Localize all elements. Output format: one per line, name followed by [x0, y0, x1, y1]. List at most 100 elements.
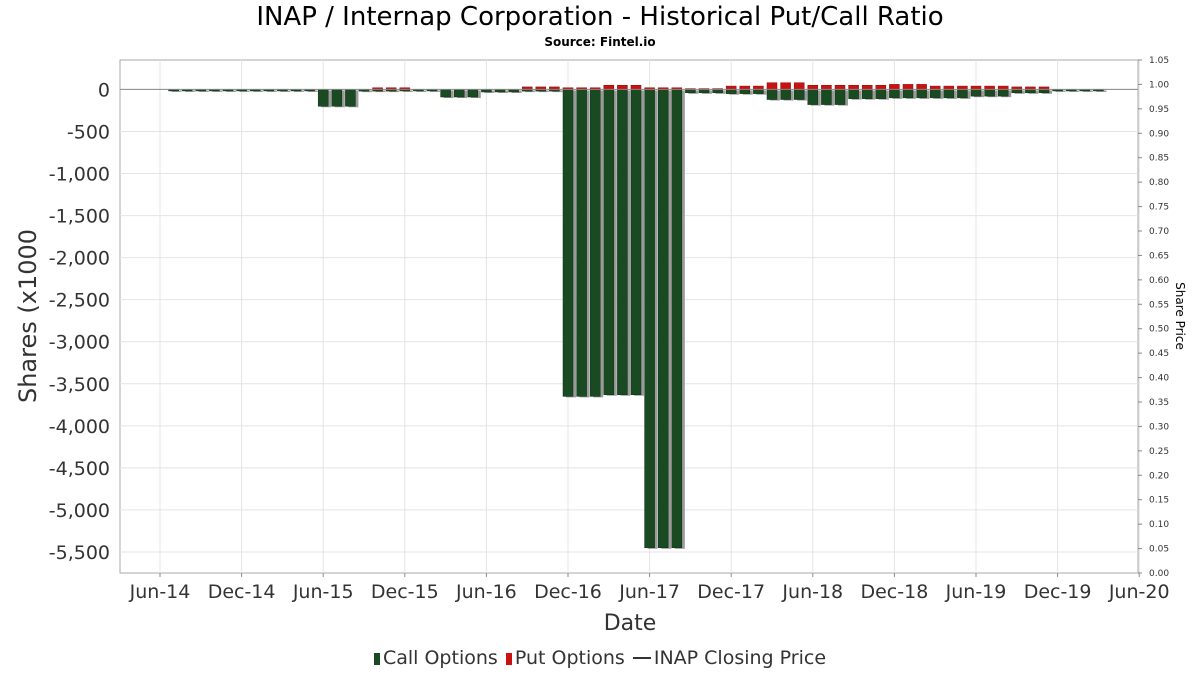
x-tick-label: Dec-17 — [697, 581, 765, 603]
put-bar — [807, 84, 819, 90]
y2-tick-label: 0.20 — [1149, 471, 1169, 481]
call-bar — [848, 89, 859, 99]
y-tick-label: -2,500 — [49, 290, 110, 312]
put-bar — [821, 84, 832, 90]
y-tick-label: -5,500 — [49, 542, 110, 564]
call-bar — [467, 89, 479, 98]
call-bar — [630, 89, 642, 395]
put-bar — [834, 84, 846, 90]
y2-tick-label: 0.65 — [1149, 251, 1169, 261]
closing-price-swatch — [632, 657, 651, 659]
put-bar — [875, 84, 887, 90]
call-bar — [943, 89, 955, 99]
put-bar — [929, 85, 941, 90]
x-tick-label: Jun-14 — [129, 581, 191, 603]
x-tick-label: Jun-16 — [455, 581, 517, 603]
y2-tick-label: 0.60 — [1149, 276, 1169, 286]
put-bar — [630, 84, 642, 90]
call-bar — [861, 89, 873, 99]
x-tick-label: Jun-18 — [781, 581, 843, 603]
put-bar — [793, 82, 805, 90]
call-bar — [807, 89, 819, 105]
call-bar — [562, 89, 574, 397]
call-bar — [1038, 89, 1050, 94]
put-options-swatch — [505, 653, 512, 665]
y-tick-label: -2,000 — [49, 248, 110, 270]
call-bar — [929, 89, 941, 99]
x-tick-label: Jun-17 — [618, 581, 680, 603]
y-axis-title: Shares (x1000 — [14, 229, 42, 403]
call-bar — [889, 89, 900, 99]
y2-tick-label: 0.75 — [1149, 203, 1169, 213]
put-bar — [916, 84, 927, 90]
put-bar — [861, 84, 873, 90]
legend-item-price[interactable]: INAP Closing Price — [632, 647, 826, 669]
y2-tick-label: 1.05 — [1149, 56, 1169, 66]
put-bar — [957, 85, 968, 90]
y2-tick-label: 0.80 — [1149, 178, 1169, 188]
y-tick-label: 0 — [98, 79, 110, 101]
legend-label-call: Call Options — [382, 647, 498, 669]
call-bar — [984, 89, 995, 97]
y2-axis-title: Share Price — [1173, 282, 1187, 350]
y2-tick-label: 0.45 — [1149, 349, 1169, 359]
put-bar — [984, 85, 995, 90]
x-tick-label: Dec-18 — [860, 581, 928, 603]
put-bar — [617, 84, 628, 90]
call-bar — [997, 89, 1009, 97]
put-bar — [603, 84, 615, 90]
put-bar — [902, 84, 914, 90]
call-bar — [317, 89, 329, 107]
y-tick-label: -4,500 — [49, 458, 110, 480]
x-tick-label: Dec-19 — [1024, 581, 1092, 603]
call-bar — [793, 89, 805, 100]
call-bar — [576, 89, 587, 397]
y2-tick-label: 0.05 — [1149, 545, 1169, 555]
y2-tick-label: 0.95 — [1149, 105, 1169, 115]
y2-tick-label: 1.00 — [1149, 80, 1169, 90]
call-bar — [453, 89, 465, 98]
call-bar — [603, 89, 615, 395]
call-bar — [739, 89, 751, 94]
legend-label-put: Put Options — [514, 647, 625, 669]
put-bar — [766, 82, 778, 90]
y-tick-label: -1,000 — [49, 164, 110, 186]
y2-tick-label: 0.70 — [1149, 227, 1169, 237]
call-bar — [970, 89, 982, 97]
legend: Call Options Put Options INAP Closing Pr… — [0, 647, 1200, 669]
call-bar — [589, 89, 601, 397]
y2-tick-label: 0.40 — [1149, 374, 1169, 384]
call-bar — [685, 89, 696, 94]
call-bar — [957, 89, 968, 99]
call-bar — [766, 89, 778, 100]
legend-item-put[interactable]: Put Options — [505, 647, 625, 669]
call-bar — [345, 89, 356, 107]
put-bar — [753, 85, 764, 90]
call-bar — [657, 89, 669, 549]
call-bar — [1011, 89, 1023, 94]
y2-tick-label: 0.85 — [1149, 154, 1169, 164]
call-bar — [875, 89, 887, 99]
y-tick-label: -500 — [67, 121, 110, 143]
chart-title: INAP / Internap Corporation - Historical… — [256, 2, 944, 32]
legend-item-call[interactable]: Call Options — [373, 647, 498, 669]
x-tick-label: Dec-15 — [371, 581, 439, 603]
y2-tick-label: 0.15 — [1149, 496, 1169, 506]
call-bar — [902, 89, 914, 99]
call-bar — [712, 89, 723, 94]
put-bar — [943, 85, 955, 90]
call-bar — [644, 89, 655, 549]
call-bar — [834, 89, 846, 105]
call-bar — [440, 89, 451, 98]
call-bar — [617, 89, 628, 395]
call-bar — [753, 89, 764, 94]
put-bar — [997, 85, 1009, 90]
put-bar — [848, 84, 859, 90]
y-tick-label: -1,500 — [49, 206, 110, 228]
y-tick-label: -3,000 — [49, 332, 110, 354]
call-bar — [671, 89, 683, 549]
call-bar — [821, 89, 832, 105]
put-bar — [970, 85, 982, 90]
y2-tick-label: 0.55 — [1149, 300, 1169, 310]
x-tick-label: Jun-20 — [1108, 581, 1170, 603]
